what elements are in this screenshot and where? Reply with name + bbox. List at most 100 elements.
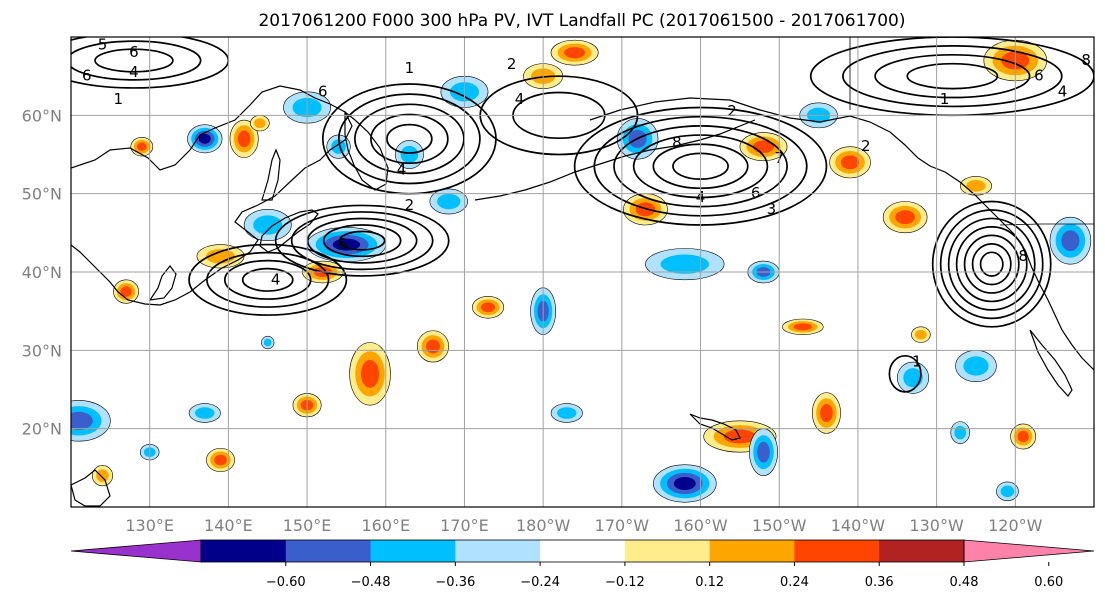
- coastline-korea: [148, 265, 177, 301]
- anomaly-blob: [243, 209, 292, 241]
- colorbar-segment: [709, 540, 795, 562]
- contour-line: [370, 113, 449, 165]
- anomaly-blob: [1049, 216, 1092, 265]
- coastline-philippines: [71, 469, 111, 507]
- contour-label: 2: [507, 55, 517, 73]
- contour-line: [338, 230, 386, 251]
- colorbar-tick-label: 0.12: [695, 575, 724, 590]
- anomaly-level: [793, 323, 812, 331]
- contour-label: 2: [727, 102, 737, 120]
- contour-line: [842, 45, 1063, 108]
- anomaly-level: [840, 155, 860, 170]
- anomaly-blob: [261, 335, 275, 350]
- colorbar-tick-label: −0.36: [435, 575, 475, 590]
- contour-system: [931, 200, 1052, 328]
- contour-label: 6: [1034, 67, 1044, 85]
- contour-label: 6: [129, 43, 139, 61]
- contour-line: [71, 40, 202, 81]
- longitude-labels: 130°E 140°E 150°E 160°E 170°E 180°W 170°W 160°W…: [125, 516, 1042, 535]
- colorbar-segment: [879, 540, 965, 562]
- coastline-sakhalin: [261, 148, 281, 201]
- contour-line: [947, 217, 1036, 311]
- latitude-label: 40°N: [22, 263, 62, 282]
- anomaly-blob: [645, 248, 725, 281]
- colorbar-outline: [200, 539, 965, 563]
- anomaly-blob: [1010, 423, 1037, 450]
- anomaly-blob: [472, 295, 505, 319]
- contour-line: [955, 226, 1028, 303]
- anomaly-level: [660, 254, 710, 274]
- longitude-label: 170°W: [595, 516, 650, 535]
- contour-label: 1: [940, 90, 950, 108]
- anomaly-level: [1000, 485, 1015, 498]
- gridlines: [71, 37, 1094, 507]
- contour-line: [931, 200, 1052, 328]
- contour-label: 8: [1018, 247, 1028, 265]
- colorbar-tick-label: 0.48: [950, 575, 979, 590]
- coastline-baja: [1029, 329, 1073, 397]
- contour-system: [188, 243, 348, 316]
- anomaly-level: [120, 286, 132, 297]
- latitude-label: 50°N: [22, 185, 62, 204]
- contour-label: 4: [129, 63, 139, 81]
- longitude-label: 140°W: [831, 516, 886, 535]
- anomaly-level: [673, 476, 696, 491]
- anomaly-blob: [349, 342, 391, 406]
- contour-label: 1: [405, 59, 415, 77]
- longitude-label: 150°E: [283, 516, 332, 535]
- anomaly-blob: [550, 403, 583, 423]
- contour-line: [94, 48, 174, 73]
- contour-line: [963, 234, 1020, 294]
- map-frame: [70, 36, 1095, 508]
- longitude-label: 140°E: [204, 516, 253, 535]
- colorbar-segment: [540, 540, 626, 562]
- anomaly-level: [481, 302, 496, 313]
- longitude-label: 170°E: [440, 516, 489, 535]
- anomaly-level: [195, 407, 215, 419]
- contour-label: 4: [397, 161, 407, 179]
- contour-system: [274, 204, 450, 277]
- colorbar-segment: [285, 540, 372, 562]
- anomaly-blob: [749, 428, 778, 476]
- anomaly-level: [820, 403, 833, 423]
- anomaly-blob: [959, 176, 993, 196]
- anomaly-level: [214, 454, 227, 466]
- anomaly-blob: [306, 227, 387, 263]
- anomaly-level: [253, 215, 283, 235]
- contour-label: 6: [338, 235, 348, 253]
- anomaly-blob: [229, 119, 259, 158]
- contour-line: [290, 211, 434, 271]
- anomaly-blob: [782, 318, 824, 335]
- longitude-label: 120°W: [988, 516, 1043, 535]
- anomaly-level: [400, 145, 419, 164]
- anomaly-level: [331, 139, 346, 154]
- anomaly-level: [557, 407, 577, 419]
- anomaly-blob: [188, 403, 221, 423]
- anomaly-blob: [71, 400, 111, 442]
- longitude-label: 130°W: [909, 516, 964, 535]
- contour-label: 4: [1058, 82, 1068, 100]
- colorbar-extend-high: [963, 539, 1095, 563]
- contour-line: [274, 204, 450, 277]
- contour-line: [354, 103, 465, 175]
- contour-line: [386, 123, 433, 154]
- anomaly-blob: [811, 392, 841, 434]
- anomaly-level: [966, 180, 986, 192]
- colorbar-segment: [201, 540, 287, 562]
- contour-line: [939, 209, 1044, 320]
- anomaly-blob: [996, 481, 1019, 502]
- contour-line: [241, 267, 294, 292]
- anomaly-level: [437, 193, 461, 210]
- anomaly-level: [963, 356, 989, 376]
- anomaly-level: [757, 441, 770, 463]
- anomaly-blob: [206, 447, 235, 473]
- contour-label: 8: [1081, 51, 1091, 69]
- anomaly-blob: [653, 464, 717, 503]
- anomaly-blob: [187, 124, 223, 154]
- contour-label: 1: [113, 90, 123, 108]
- anomaly-level: [564, 47, 586, 59]
- contour-line: [188, 243, 348, 316]
- contour-label: 4: [271, 270, 281, 288]
- anomaly-blob: [429, 188, 468, 215]
